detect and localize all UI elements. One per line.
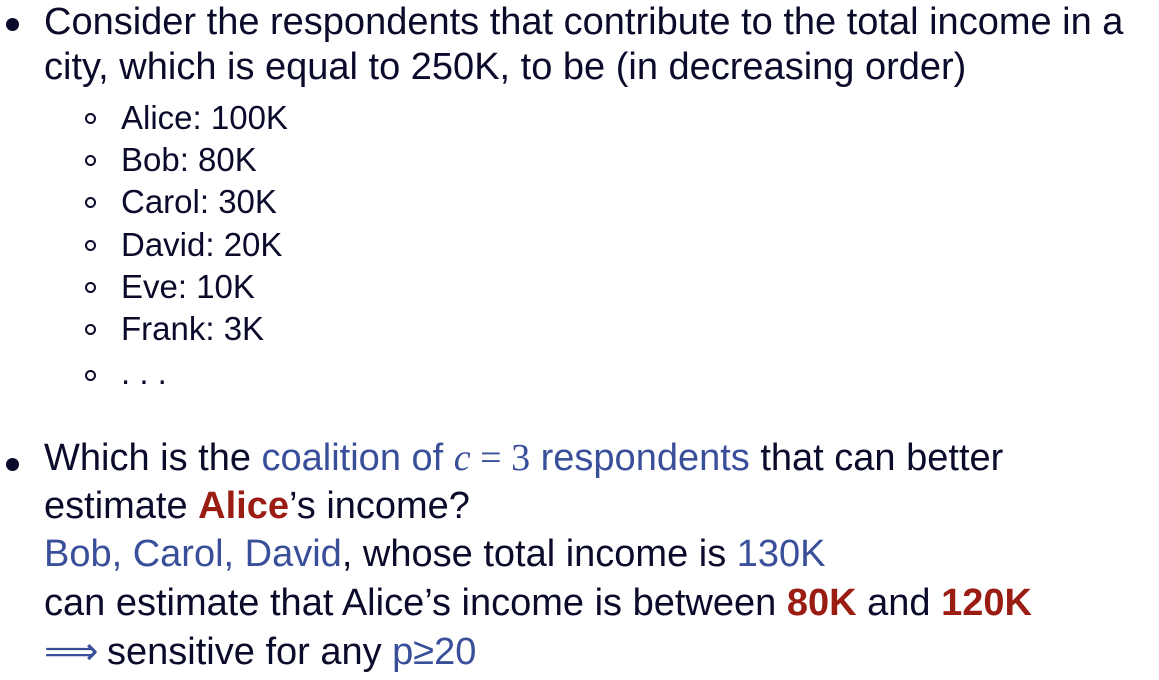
- sub-marker: [85, 282, 96, 293]
- respondent-item: Carol: 30K: [121, 183, 277, 220]
- alice-name: Alice: [198, 485, 289, 527]
- sub-marker: [85, 324, 96, 335]
- bullet-1-line-1: Consider the respondents that contribute…: [44, 1, 1124, 43]
- answer-line: Bob, Carol, David, whose total income is…: [44, 532, 826, 576]
- answer-names: Bob, Carol, David: [44, 533, 342, 575]
- estimate-prefix: can estimate that Alice’s income is betw…: [44, 582, 787, 624]
- estimate-high: 120K: [941, 582, 1032, 624]
- question-suffix: that can better: [749, 437, 1004, 479]
- coalition-equation: = 3: [470, 437, 531, 479]
- respondent-item: Alice: 100K: [121, 99, 288, 136]
- question-line2-prefix: estimate: [44, 485, 199, 527]
- coalition-variable: c: [453, 437, 471, 479]
- respondent-item: Eve: 10K: [121, 268, 255, 305]
- answer-total: 130K: [736, 533, 826, 575]
- question-prefix: Which is the: [44, 437, 262, 479]
- sub-marker: [85, 370, 96, 381]
- implies-arrow-icon: ⟹: [44, 629, 99, 673]
- question-line2-suffix: ’s income?: [289, 485, 470, 527]
- respondent-item: Bob: 80K: [121, 141, 257, 178]
- bullet-2-line-2: estimate Alice’s income?: [44, 484, 470, 528]
- bullet-2-line-1: Which is the coalition of c = 3 responde…: [44, 436, 1003, 480]
- estimate-and: and: [856, 582, 942, 624]
- respondent-item: Frank: 3K: [121, 310, 265, 347]
- bullet-1-line-2: city, which is equal to 250K, to be (in …: [44, 46, 967, 88]
- bullet-2-marker: [6, 458, 19, 471]
- implication-line: ⟹ sensitive for any p≥20: [44, 629, 476, 674]
- estimate-line: can estimate that Alice’s income is betw…: [44, 581, 1032, 625]
- answer-total-text: , whose total income is: [341, 533, 737, 575]
- coalition-text: coalition of: [261, 437, 454, 479]
- coalition-respondents: respondents: [530, 437, 750, 479]
- respondent-ellipsis: . . .: [121, 354, 167, 391]
- coalition-phrase: coalition of c = 3 respondents: [262, 437, 750, 479]
- bullet-1-marker: [6, 18, 19, 31]
- implication-condition: p≥20: [392, 631, 477, 673]
- respondent-item: David: 20K: [121, 226, 283, 263]
- sub-marker: [85, 240, 96, 251]
- sub-marker: [85, 197, 96, 208]
- implication-text: sensitive for any: [96, 631, 393, 673]
- estimate-low: 80K: [786, 582, 857, 624]
- sub-marker: [85, 155, 96, 166]
- sub-marker: [85, 113, 96, 124]
